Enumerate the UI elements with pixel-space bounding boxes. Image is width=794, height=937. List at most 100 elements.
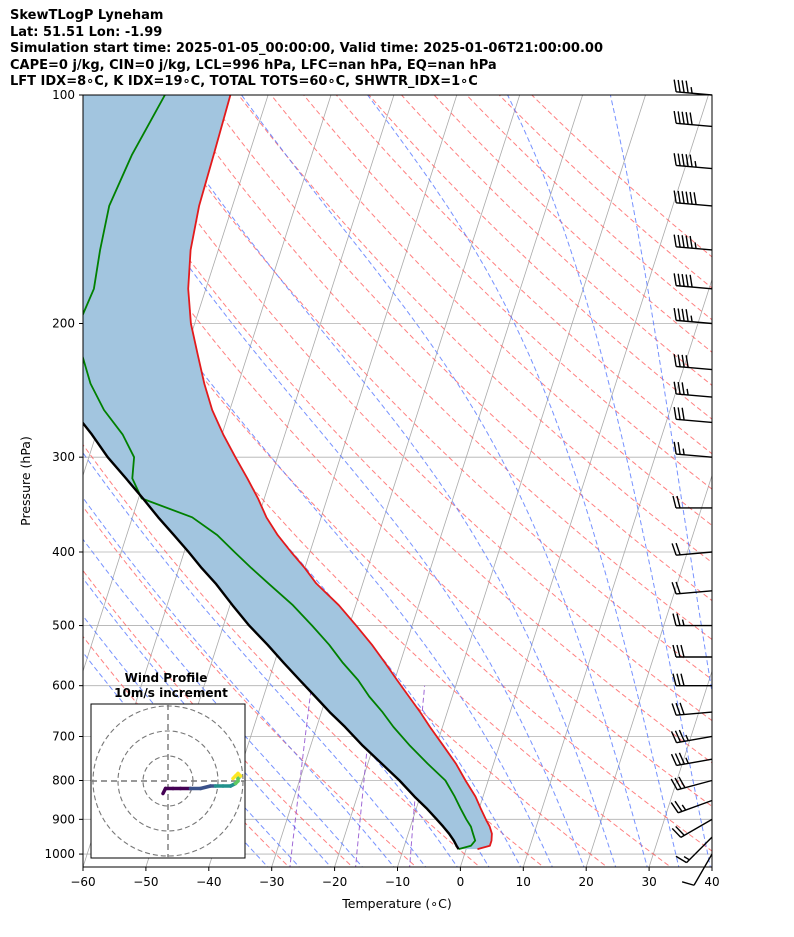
wind-barb [673,190,713,207]
title-cape-line: CAPE=0 j/kg, CIN=0 j/kg, LCL=996 hPa, LF… [10,57,497,73]
temperature-line [187,95,493,850]
wind-barb [673,406,713,424]
barb-flag [674,777,682,790]
wind-barb [671,542,713,556]
moist-adiabat [507,95,711,867]
barb-half-flag [690,315,693,322]
barb-flag [677,308,681,321]
barb-flag [674,800,683,812]
barb-flag [673,190,677,203]
barb-flag [677,273,681,287]
barb-half-flag [681,804,687,811]
inset-ring [117,730,219,832]
wind-barb [673,273,713,290]
barb-shaft [676,246,713,251]
axes: −60 −50 −40 −30 −20 −10 0 10 20 30 40 100 200 300 400 5… [44,88,719,889]
dry-adiabat [433,95,712,353]
wind-barb [670,799,713,814]
moist-adiabat [241,95,648,867]
barb-half-flag [694,242,697,249]
barb-shaft [676,319,713,325]
wind-barb [672,495,712,509]
barb-half-flag [685,757,690,764]
dry-adiabat [303,95,712,490]
x-axis-label: Temperature (∘C) [341,896,451,911]
barb-half-flag [686,388,689,396]
barb-flag [685,112,689,125]
wind-barb [670,729,713,744]
shaded-region [83,95,492,850]
barb-flag [677,153,681,166]
barb-flag [681,111,685,125]
wind-barb [672,613,712,627]
barb-flag [674,753,682,766]
isotherm-30 [648,669,712,867]
barb-flag [677,190,681,204]
barb-flag [678,729,686,742]
dry-adiabat [270,95,712,527]
wind-barb [672,644,712,658]
barb-shaft [693,853,713,886]
barb-shaft [676,711,713,716]
isotherm-50 [775,95,794,867]
dry-adiabat [172,95,712,641]
y-tick-label: 700 [52,729,75,743]
barb-shaft [676,122,713,128]
moist-adiabat [146,95,617,867]
barb-flag [689,112,693,125]
moist-adiabat [609,95,712,695]
y-axis-label: Pressure (hPa) [18,436,33,526]
wind-barb [673,441,713,458]
x-tick-label: 10 [516,875,531,889]
barb-flag [672,644,677,658]
barb-flag [675,855,687,864]
barb-flag [685,80,689,94]
dry-adiabat [83,505,417,867]
barb-flag [672,673,677,686]
x-tick-label: 0 [457,875,465,889]
barb-flag [676,673,681,686]
cape-cin-shading [83,95,492,850]
moist-adiabat [83,615,300,867]
inset-title: Wind Profile [125,671,208,685]
moist-adiabat [83,202,553,867]
dry-adiabat [83,443,481,867]
barb-shaft [686,836,713,864]
x-tick-label: 40 [704,875,719,889]
chart-title-block: SkewTLogP Lyneham Lat: 51.51 Lon: -1.99 … [10,8,780,91]
barb-flag [676,644,681,658]
barb-flag [671,582,677,595]
wind-barb [671,702,713,716]
x-tick-label: 20 [579,875,594,889]
wind-barb [673,79,713,96]
dry-adiabat [205,95,712,602]
barb-flag [681,191,685,204]
barb-flag [673,153,677,166]
moist-adiabat [83,452,427,867]
barb-half-flag [683,856,690,861]
moist-adiabat [367,95,680,867]
moist-adiabat [83,538,363,867]
barb-flag [679,702,685,715]
dry-adiabat [498,95,712,289]
barb-flag [672,495,677,509]
barb-flag [673,79,677,92]
parcel-line [83,421,460,850]
wind-barb [673,234,713,251]
barb-flag [675,825,685,836]
barb-flag [671,543,677,556]
isotherm-40 [711,865,712,867]
title-location: Lat: 51.51 Lon: -1.99 [10,24,163,40]
barb-flag [680,673,685,686]
barb-flag [673,381,677,395]
barb-flag [681,382,685,395]
barb-flag [681,153,685,167]
barb-flag [689,235,693,249]
wind-barb [673,381,713,398]
barb-shaft [677,799,713,814]
barb-flag [693,192,697,205]
barb-half-flag [690,87,693,94]
barb-shaft [676,590,713,595]
wind-barb [673,110,713,128]
barb-flag [689,191,693,205]
